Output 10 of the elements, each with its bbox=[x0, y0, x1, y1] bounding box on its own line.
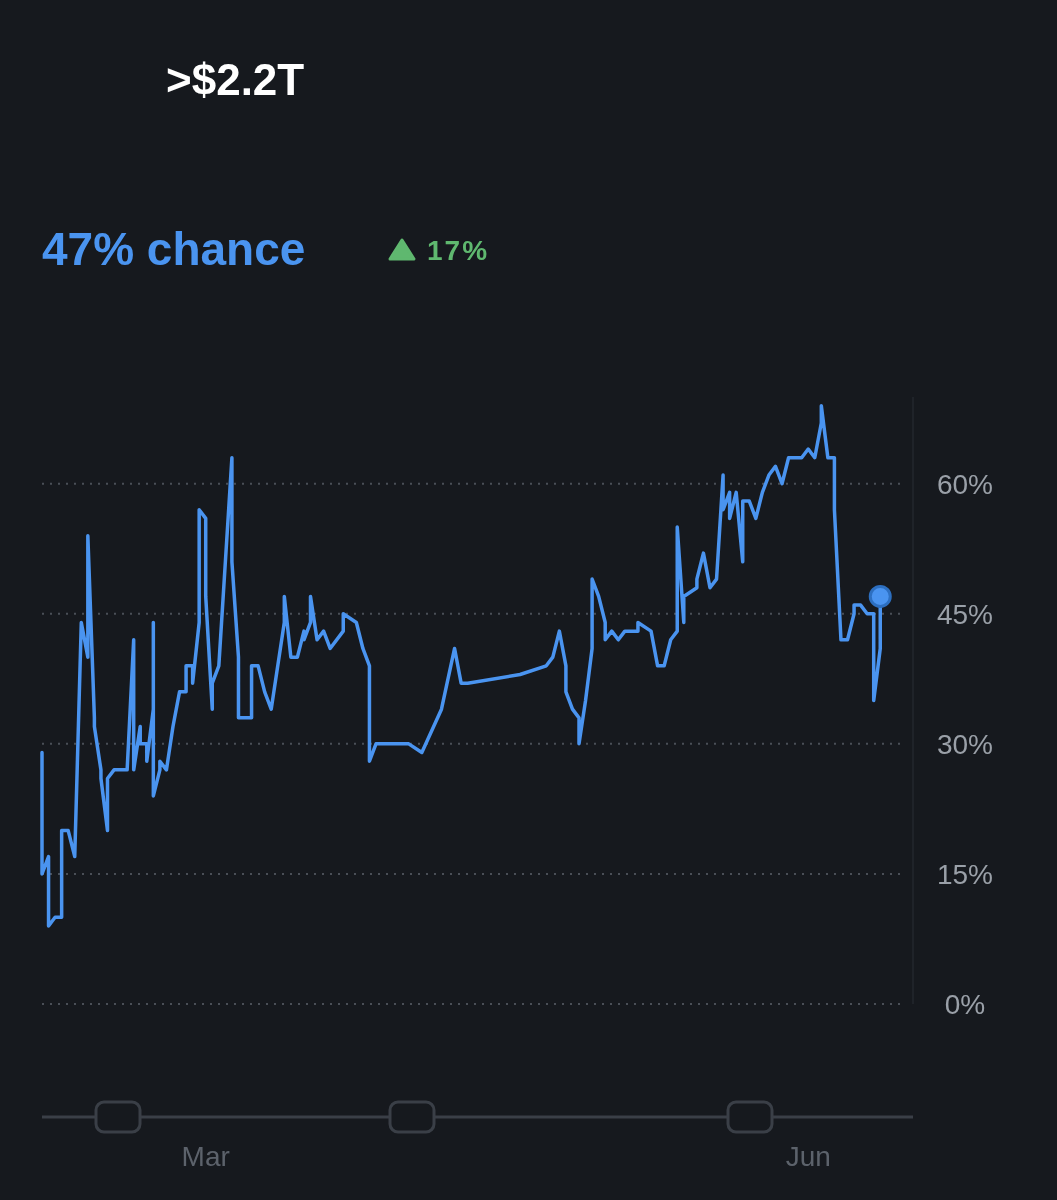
y-tick-label: 15% bbox=[936, 858, 994, 890]
y-tick-label: 60% bbox=[936, 468, 994, 500]
x-tick-label: Jun bbox=[785, 1141, 831, 1172]
text: 17% bbox=[427, 235, 490, 266]
chart-subtitle: 47% chance bbox=[42, 223, 306, 275]
y-tick-label: 45% bbox=[936, 598, 994, 630]
x-tick-label: Mar bbox=[181, 1141, 230, 1172]
chart-title: >$2.2T bbox=[166, 55, 305, 104]
y-tick-label: 0% bbox=[944, 989, 986, 1020]
y-tick-label: 30% bbox=[936, 728, 994, 760]
